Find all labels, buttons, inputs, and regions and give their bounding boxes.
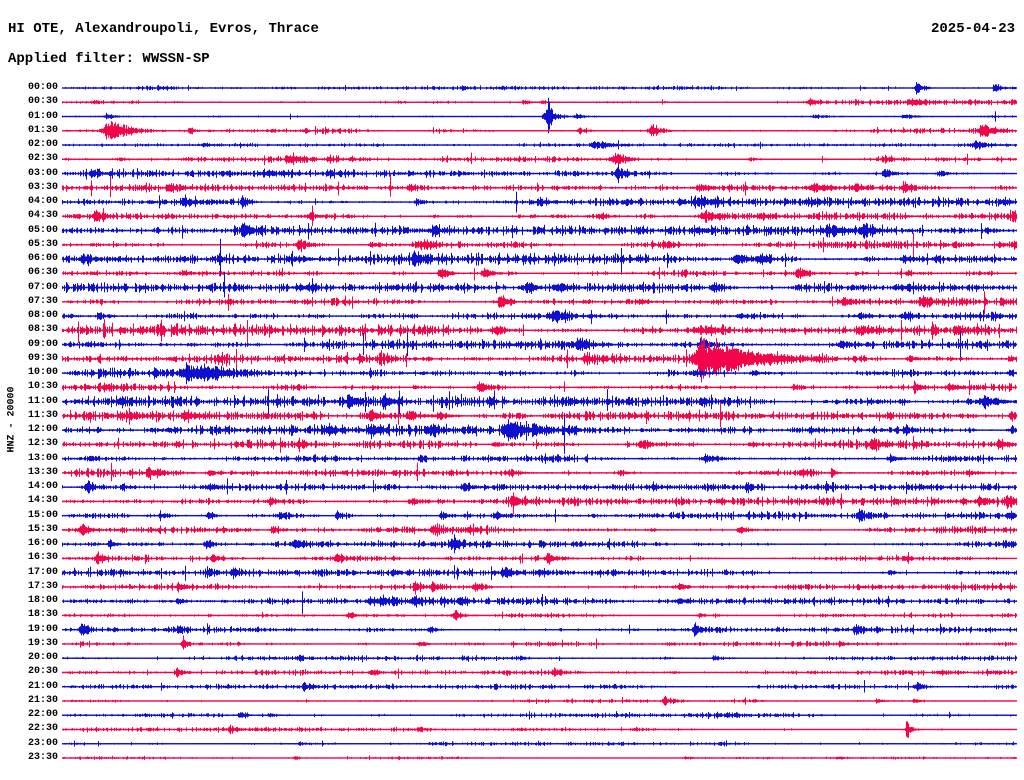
time-label: 03:00 — [27, 167, 58, 179]
time-label: 20:30 — [27, 666, 58, 678]
time-label: 23:30 — [27, 751, 58, 763]
time-label: 09:30 — [27, 352, 58, 364]
time-label: 07:00 — [27, 281, 58, 293]
time-label: 21:30 — [27, 694, 58, 706]
time-label: 19:30 — [27, 637, 58, 649]
time-label: 14:00 — [27, 481, 58, 493]
time-label: 02:00 — [27, 139, 58, 151]
time-label: 06:00 — [27, 253, 58, 265]
time-label: 14:30 — [27, 495, 58, 507]
time-label: 07:30 — [27, 295, 58, 307]
filter-label: Applied filter: WWSSN-SP — [8, 51, 210, 67]
time-label: 17:30 — [27, 580, 58, 592]
time-label: 13:30 — [27, 466, 58, 478]
time-label: 00:30 — [27, 96, 58, 108]
time-label: 05:30 — [27, 238, 58, 250]
time-label: 01:30 — [27, 124, 58, 136]
station-title: HI OTE, Alexandroupoli, Evros, Thrace — [8, 21, 319, 37]
date-label: 2025-04-23 — [930, 21, 1015, 37]
time-label: 09:00 — [27, 338, 58, 350]
time-label: 11:30 — [27, 409, 58, 421]
time-label: 08:30 — [27, 324, 58, 336]
time-label: 04:30 — [27, 210, 58, 222]
time-label: 18:30 — [27, 609, 58, 621]
time-label: 02:30 — [27, 153, 58, 165]
time-label: 03:30 — [27, 181, 58, 193]
time-label: 21:00 — [27, 680, 58, 692]
time-label: 15:00 — [27, 509, 58, 521]
time-label: 16:00 — [27, 538, 58, 550]
time-label: 01:00 — [27, 110, 58, 122]
time-label: 10:00 — [27, 367, 58, 379]
time-label: 12:30 — [27, 438, 58, 450]
time-label: 12:00 — [27, 424, 58, 436]
time-label: 23:00 — [27, 737, 58, 749]
time-label: 20:00 — [27, 652, 58, 664]
time-label: 04:00 — [27, 196, 58, 208]
time-label: 18:00 — [27, 595, 58, 607]
time-label: 15:30 — [27, 523, 58, 535]
time-label: 19:00 — [27, 623, 58, 635]
time-label: 06:30 — [27, 267, 58, 279]
time-label: 22:30 — [27, 723, 58, 735]
time-label: 13:00 — [27, 452, 58, 464]
time-label: 17:00 — [27, 566, 58, 578]
time-label: 05:00 — [27, 224, 58, 236]
time-label: 10:30 — [27, 381, 58, 393]
time-label: 08:00 — [27, 310, 58, 322]
time-label: 11:00 — [27, 395, 58, 407]
time-label: 22:00 — [27, 709, 58, 721]
time-label: 00:00 — [27, 82, 58, 93]
time-label: 16:30 — [27, 552, 58, 564]
